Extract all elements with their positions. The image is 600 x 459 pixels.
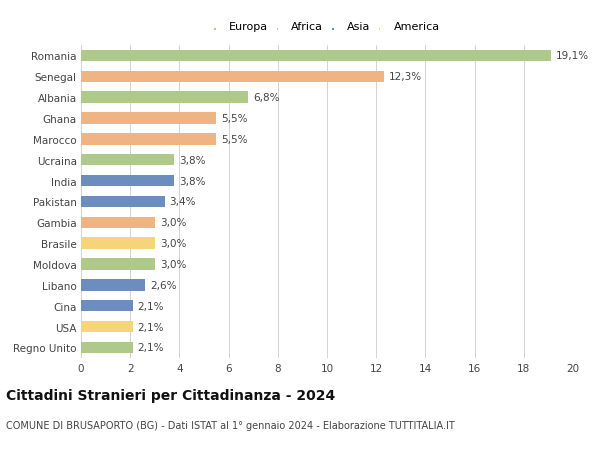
- Bar: [81, 238, 155, 249]
- Text: 3,8%: 3,8%: [179, 176, 206, 186]
- Bar: [81, 50, 551, 62]
- Bar: [81, 217, 155, 229]
- Legend: Europa, Africa, Asia, America: Europa, Africa, Asia, America: [212, 19, 442, 34]
- Bar: [81, 113, 217, 124]
- Bar: [81, 134, 217, 145]
- Text: 12,3%: 12,3%: [389, 72, 422, 82]
- Bar: [81, 342, 133, 353]
- Bar: [81, 72, 383, 83]
- Text: Cittadini Stranieri per Cittadinanza - 2024: Cittadini Stranieri per Cittadinanza - 2…: [6, 388, 335, 402]
- Text: 2,1%: 2,1%: [137, 322, 164, 332]
- Text: 5,5%: 5,5%: [221, 114, 248, 124]
- Text: 3,0%: 3,0%: [160, 259, 186, 269]
- Text: 3,8%: 3,8%: [179, 155, 206, 165]
- Text: 3,0%: 3,0%: [160, 239, 186, 249]
- Text: 6,8%: 6,8%: [253, 93, 280, 103]
- Bar: [81, 92, 248, 104]
- Text: 2,1%: 2,1%: [137, 342, 164, 353]
- Bar: [81, 155, 175, 166]
- Text: 5,5%: 5,5%: [221, 134, 248, 145]
- Bar: [81, 300, 133, 312]
- Bar: [81, 259, 155, 270]
- Text: 3,4%: 3,4%: [170, 197, 196, 207]
- Text: 2,6%: 2,6%: [150, 280, 176, 290]
- Bar: [81, 196, 164, 207]
- Text: COMUNE DI BRUSAPORTO (BG) - Dati ISTAT al 1° gennaio 2024 - Elaborazione TUTTITA: COMUNE DI BRUSAPORTO (BG) - Dati ISTAT a…: [6, 420, 455, 430]
- Bar: [81, 175, 175, 187]
- Bar: [81, 280, 145, 291]
- Text: 3,0%: 3,0%: [160, 218, 186, 228]
- Text: 19,1%: 19,1%: [556, 51, 589, 62]
- Bar: [81, 321, 133, 332]
- Text: 2,1%: 2,1%: [137, 301, 164, 311]
